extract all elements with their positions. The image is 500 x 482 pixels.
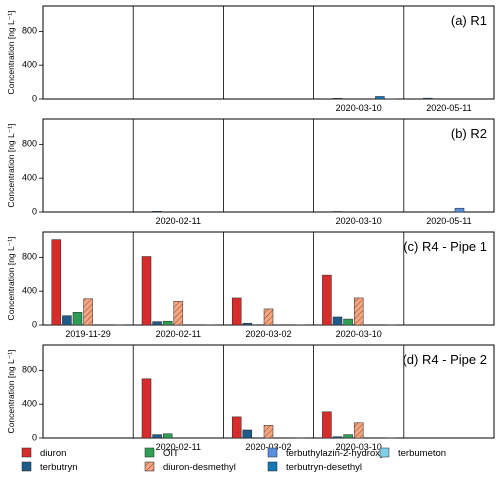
panel-date-label: 2020-02-11 [156, 442, 201, 452]
legend-item: terbutryn-desethyl [267, 461, 362, 473]
legend-swatch [144, 461, 155, 472]
bar-terbutryn [332, 211, 343, 213]
legend-label: diuron [40, 448, 66, 459]
bar-terbutryn [332, 316, 343, 326]
y-tick-label: 400 [22, 173, 37, 183]
bar-diuron-desmethyl [353, 422, 364, 439]
y-tick-label: 0 [32, 319, 37, 329]
y-axis-label: Concentration [ng L⁻¹] [6, 11, 16, 95]
y-tick-label: 400 [22, 286, 37, 296]
plot-frame [42, 118, 495, 213]
bar-OIT [72, 312, 83, 326]
panel-date-label: 2019-11-29 [65, 329, 110, 339]
y-tick-label: 0 [32, 206, 37, 216]
bar-terbutryn-desethyl [375, 96, 385, 100]
panel-date-label: 2020-02-11 [156, 329, 201, 339]
legend-label: OIT [163, 448, 179, 459]
legend-swatch [379, 447, 390, 458]
chart-3: 0 400 800 Concentration [ng L⁻¹] (c) R4 - Pi… [6, 231, 495, 339]
bar-terbutryn [332, 436, 343, 439]
bar-terbutryn [332, 98, 343, 100]
y-axis-label: Concentration [ng L⁻¹] [6, 350, 16, 434]
legend-swatch [21, 447, 32, 458]
panel-date-label: 2020-03-02 [245, 442, 291, 452]
bar-diuron-desmethyl [353, 297, 364, 326]
legend-label: diuron-desmethyl [163, 462, 236, 473]
legend-label: terbumeton [398, 448, 446, 459]
bar-diuron-desmethyl [263, 308, 274, 326]
legend-item: diuron-desmethyl [144, 461, 236, 473]
legend-label: terbutryn-desethyl [286, 462, 362, 473]
y-tick-label: 800 [22, 252, 37, 262]
chart-2: 0 400 800 Concentration [ng L⁻¹] (b) R2 2020-… [6, 118, 495, 226]
chart-title: (b) R2 [451, 126, 487, 141]
bar-diuron [231, 297, 242, 326]
bar-terbuthylazin-2-hydroxy [454, 207, 465, 213]
panel-date-label: 2020-03-10 [336, 329, 382, 339]
legend-item: OIT [144, 447, 179, 459]
legend-swatch [267, 447, 278, 458]
bar-terbutryn [62, 315, 72, 326]
legend-swatch [267, 461, 278, 472]
bar-diuron-desmethyl [263, 425, 274, 439]
y-axis-label: Concentration [ng L⁻¹] [6, 237, 16, 321]
y-tick-label: 0 [32, 93, 37, 103]
panel-date-label: 2020-03-10 [336, 216, 382, 226]
chart-title: (c) R4 - Pipe 1 [403, 239, 487, 254]
chart-legend: diuron terbutryn OIT diuron-desmethyl terbut… [21, 447, 446, 473]
bar-terbutryn [152, 434, 162, 439]
chart-title: (d) R4 - Pipe 2 [402, 352, 487, 367]
plot-frame [42, 5, 495, 100]
bar-OIT [162, 320, 173, 326]
legend-item: terbutryn [21, 461, 78, 473]
bar-diuron [322, 411, 332, 439]
legend-swatch [21, 461, 32, 472]
panel-date-label: 2020-02-11 [156, 216, 201, 226]
bar-terbutryn [152, 321, 162, 326]
legend-item: terbumeton [379, 447, 446, 459]
bar-diuron [51, 239, 62, 326]
legend-label: terbuthylazin-2-hydroxy [286, 448, 385, 459]
panel-date-label: 2020-03-02 [245, 329, 291, 339]
y-tick-label: 400 [22, 60, 37, 70]
panel-date-label: 2020-03-10 [336, 103, 382, 113]
legend-swatch [144, 447, 155, 458]
bar-diuron [231, 416, 242, 439]
y-tick-label: 400 [22, 399, 37, 409]
legend-item: diuron [21, 447, 66, 459]
bar-terbutryn [422, 97, 433, 100]
panel-date-label: 2020-05-11 [426, 103, 471, 113]
bar-diuron-desmethyl [173, 301, 184, 326]
chart-4: 0 400 800 Concentration [ng L⁻¹] (d) R4 - Pi… [6, 344, 495, 452]
y-tick-label: 800 [22, 139, 37, 149]
legend-item: terbuthylazin-2-hydroxy [267, 447, 385, 459]
y-axis-label: Concentration [ng L⁻¹] [6, 124, 16, 208]
y-tick-label: 0 [32, 432, 37, 442]
y-tick-label: 800 [22, 365, 37, 375]
chart-panels: 0 400 800 Concentration [ng L⁻¹] (a) R1 2020-… [6, 5, 495, 452]
bar-diuron-desmethyl [83, 298, 93, 326]
y-tick-label: 800 [22, 26, 37, 36]
panel-date-label: 2020-05-11 [426, 216, 471, 226]
bar-diuron [322, 274, 332, 326]
bar-diuron [141, 378, 152, 439]
bar-OIT [343, 434, 353, 439]
chart-title: (a) R1 [451, 13, 487, 28]
bar-diuron [141, 256, 152, 326]
bar-terbutryn [152, 211, 162, 213]
bar-terbutryn [242, 429, 253, 439]
panel-date-label: 2020-03-10 [336, 442, 382, 452]
bar-OIT [343, 318, 353, 326]
legend-label: terbutryn [40, 462, 78, 473]
bar-OIT [162, 433, 173, 439]
chart-1: 0 400 800 Concentration [ng L⁻¹] (a) R1 2020-… [6, 5, 495, 113]
bar-terbutryn [242, 323, 253, 326]
